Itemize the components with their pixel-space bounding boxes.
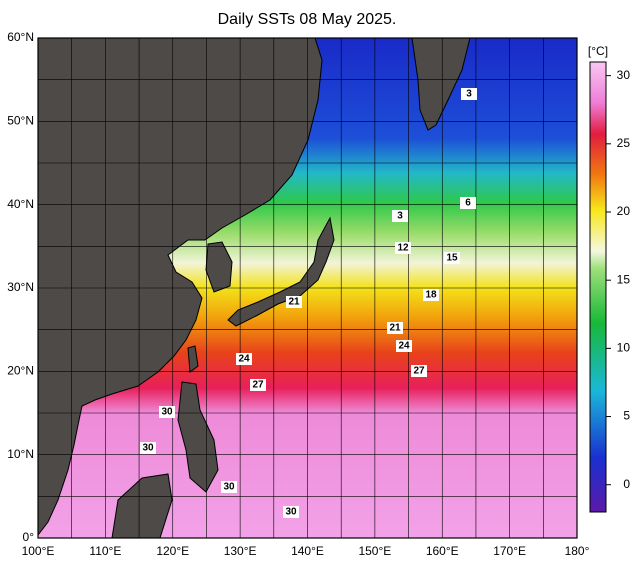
- philippines: [177, 381, 219, 493]
- contour-label-box: [461, 88, 477, 100]
- colorbar: [589, 61, 607, 513]
- land: [37, 37, 471, 539]
- contour-label: 24: [398, 341, 410, 352]
- contour-label-box: [387, 322, 403, 334]
- contour-label: 24: [238, 354, 250, 365]
- lon-label: 110°E: [89, 544, 121, 558]
- frame: [37, 37, 578, 539]
- colorbar-tick-label: 20: [617, 204, 631, 218]
- colorbar-tick-label: 0: [623, 477, 630, 491]
- contour-label: 18: [425, 290, 437, 301]
- contour-label: 6: [465, 198, 471, 209]
- contour-label-box: [236, 353, 252, 365]
- contour-label-box: [283, 506, 299, 518]
- contour-label: 3: [466, 89, 472, 100]
- kamchatka: [411, 37, 471, 131]
- lon-label: 170°E: [493, 544, 526, 558]
- lat-label: 10°N: [7, 447, 34, 461]
- lon-label: 180°: [565, 544, 590, 558]
- contour-label: 21: [389, 323, 401, 334]
- colorbar-tick-label: 10: [617, 341, 631, 355]
- colorbar-tick-label: 5: [623, 409, 630, 423]
- lon-label: 130°E: [224, 544, 257, 558]
- contour-label: 30: [142, 443, 154, 454]
- lon-label: 150°E: [358, 544, 391, 558]
- lat-label: 30°N: [7, 280, 34, 294]
- lon-label: 140°E: [291, 544, 324, 558]
- korea: [205, 241, 233, 293]
- contour-label-box: [140, 442, 156, 454]
- contour-label-box: [395, 242, 411, 254]
- contour-label-box: [221, 481, 237, 493]
- contour-label-box: [460, 197, 476, 209]
- colorbar-tick-label: 25: [617, 136, 631, 150]
- graticule: [38, 38, 577, 538]
- contour-label-box: [444, 252, 460, 264]
- contour-label-box: [411, 365, 427, 377]
- taiwan: [187, 345, 199, 373]
- mainland: [37, 37, 323, 537]
- lon-label: 160°E: [426, 544, 459, 558]
- colorbar-tick-label: 15: [617, 272, 631, 286]
- contour-label: 30: [223, 482, 235, 493]
- lat-label: 40°N: [7, 197, 34, 211]
- contour-label-box: [392, 210, 408, 222]
- contour-label: 27: [252, 380, 264, 391]
- lat-label: 20°N: [7, 364, 34, 378]
- contour-label: 30: [161, 407, 173, 418]
- colorbar-tick-label: 30: [617, 68, 631, 82]
- title: Daily SSTs 08 May 2025.: [218, 11, 397, 28]
- contour-label: 27: [413, 366, 425, 377]
- contour-label-box: [396, 340, 412, 352]
- lat-label: 50°N: [7, 114, 34, 128]
- colorbar-unit: [°C]: [588, 44, 608, 58]
- contour-label-box: [159, 406, 175, 418]
- contour-label: 15: [446, 253, 458, 264]
- lat-label: 60°N: [7, 30, 34, 44]
- contour-label: 21: [288, 297, 300, 308]
- contour-label-box: [250, 379, 266, 391]
- contour-label-box: [423, 289, 439, 301]
- lat-label: 0°: [23, 530, 35, 544]
- lon-label: 100°E: [22, 544, 55, 558]
- japan: [227, 216, 335, 327]
- contour-label-box: [286, 296, 302, 308]
- contour-label: 30: [285, 507, 297, 518]
- lon-label: 120°E: [156, 544, 189, 558]
- contour-label: 12: [397, 243, 409, 254]
- contour-label: 3: [397, 211, 403, 222]
